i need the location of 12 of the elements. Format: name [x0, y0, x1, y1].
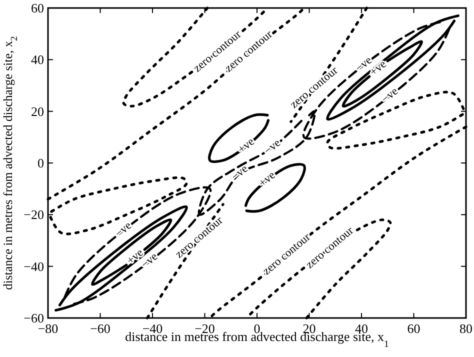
y-tick-label: 40: [31, 52, 44, 68]
x-tick-label: 80: [460, 321, 472, 336]
y-tick-label: −40: [24, 258, 44, 274]
x-tick-label: 60: [407, 321, 420, 336]
x-tick-label: −60: [90, 321, 110, 336]
y-tick-label: −60: [24, 310, 44, 326]
y-tick-label: 60: [31, 0, 44, 16]
annotation: −ve: [229, 162, 250, 184]
y-tick-label: 20: [31, 104, 44, 119]
y-tick-label: 0: [38, 156, 44, 170]
y-tick-label: −20: [24, 207, 44, 222]
annotation: −ve: [113, 220, 134, 240]
